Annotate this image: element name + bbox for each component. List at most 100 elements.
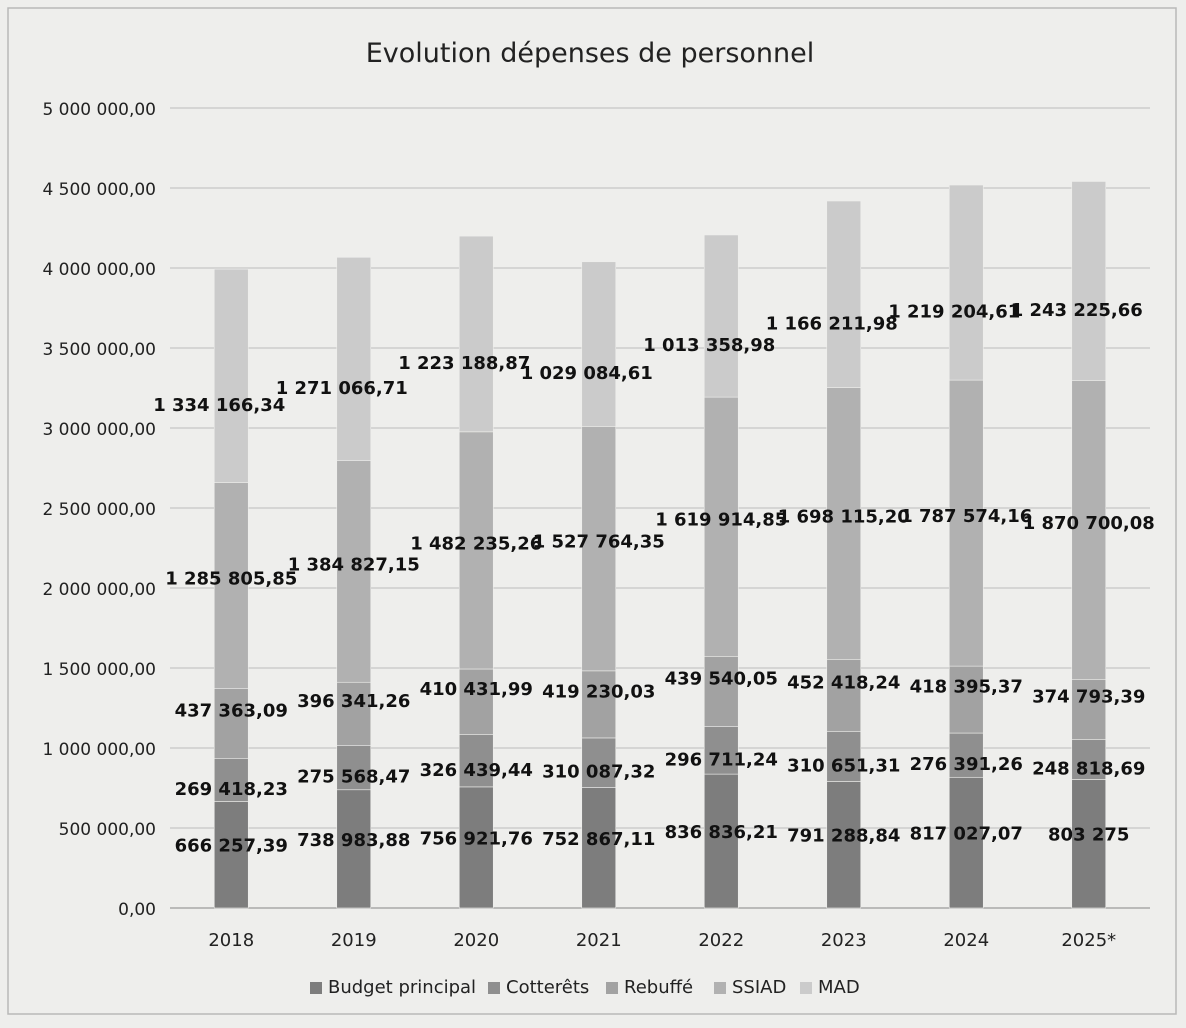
data-label: 296 711,24	[665, 749, 778, 770]
data-label: 1 219 204,61	[888, 302, 1020, 323]
x-tick-label: 2024	[943, 930, 989, 951]
chart-border	[7, 7, 1177, 1015]
bar-segment	[336, 789, 372, 909]
data-label: 1 619 914,85	[655, 510, 787, 531]
bar-segment	[581, 787, 617, 909]
bar-segment	[703, 656, 739, 727]
bar-segment	[581, 261, 617, 427]
bar-segment	[213, 688, 249, 759]
gridlines	[170, 107, 1150, 909]
data-label: 738 983,88	[297, 830, 410, 851]
legend-swatch	[606, 982, 618, 994]
data-label: 310 651,31	[787, 756, 900, 777]
data-label: 1 787 574,16	[900, 506, 1032, 527]
legend-swatch	[800, 982, 812, 994]
y-tick-label: 0,00	[118, 900, 156, 920]
y-tick-label: 1 000 000,00	[42, 740, 156, 760]
data-label: 419 230,03	[542, 681, 655, 702]
bar-segment	[948, 184, 984, 381]
data-label: 756 921,76	[420, 828, 533, 849]
data-label: 836 836,21	[665, 822, 778, 843]
data-label: 269 418,23	[175, 779, 288, 800]
bar-segment	[703, 726, 739, 775]
bar-segment	[458, 786, 494, 909]
bar-segment	[703, 773, 739, 909]
bar-segment	[1071, 779, 1107, 909]
bar-segment	[826, 659, 862, 732]
x-axis-ticks: 2018 2019 2020 2021 2022 2023 2024 2025*	[208, 930, 1116, 951]
data-label: 310 087,32	[542, 762, 655, 783]
bar-segment	[213, 268, 249, 483]
x-tick-label: 2025*	[1061, 930, 1116, 951]
legend-swatch	[714, 982, 726, 994]
data-label: 248 818,69	[1032, 759, 1145, 780]
data-labels: 666 257,39 269 418,23 437 363,09 1 285 805,…	[153, 300, 1155, 857]
chart-title: Evolution dépenses de personnel	[366, 38, 815, 69]
legend-label: Cotterêts	[506, 977, 589, 998]
data-label: 1 698 115,20	[778, 506, 910, 527]
data-label: 1 285 805,85	[165, 568, 297, 589]
bar-segment	[703, 234, 739, 398]
bar-segment	[948, 379, 984, 667]
data-label: 1 013 358,98	[643, 335, 775, 356]
y-tick-label: 1 500 000,00	[42, 660, 156, 680]
legend-label: Rebuffé	[624, 977, 693, 998]
bar-segment	[703, 396, 739, 657]
data-label: 326 439,44	[420, 760, 533, 781]
bar-segment	[948, 665, 984, 734]
data-label: 1 384 827,15	[288, 554, 420, 575]
data-label: 803 275	[1048, 825, 1129, 846]
y-tick-label: 500 000,00	[59, 820, 156, 840]
data-label: 1 271 066,71	[276, 378, 408, 399]
y-tick-label: 2 500 000,00	[42, 500, 156, 520]
data-label: 374 793,39	[1032, 687, 1145, 708]
data-label: 396 341,26	[297, 691, 410, 712]
bar-segment	[336, 460, 372, 683]
bar-segment	[458, 668, 494, 735]
data-label: 275 568,47	[297, 767, 410, 788]
bar-segment	[1071, 679, 1107, 740]
data-label: 817 027,07	[910, 824, 1023, 845]
bar-segment	[213, 801, 249, 909]
data-label: 791 288,84	[787, 826, 900, 847]
bar-segment	[1071, 181, 1107, 381]
data-label: 1 029 084,61	[521, 363, 653, 384]
bar-segment	[581, 670, 617, 739]
bar-segment	[458, 734, 494, 788]
data-label: 439 540,05	[665, 668, 778, 689]
legend-label: SSIAD	[732, 977, 786, 998]
y-axis-ticks: 0,00 500 000,00 1 000 000,00 1 500 000,00 2 …	[42, 100, 156, 920]
y-tick-label: 4 000 000,00	[42, 260, 156, 280]
bar-segment	[336, 745, 372, 791]
x-tick-label: 2022	[698, 930, 744, 951]
data-label: 1 166 211,98	[766, 313, 898, 334]
bar-segment	[1071, 739, 1107, 780]
y-tick-label: 2 000 000,00	[42, 580, 156, 600]
bar-segment	[826, 200, 862, 388]
bar-segment	[826, 387, 862, 660]
x-tick-label: 2020	[453, 930, 499, 951]
bar-segment	[948, 776, 984, 909]
data-label: 276 391,26	[910, 754, 1023, 775]
bar-segment	[213, 757, 249, 802]
data-label: 666 257,39	[175, 836, 288, 857]
data-label: 452 418,24	[787, 672, 900, 693]
x-tick-label: 2018	[208, 930, 254, 951]
y-tick-label: 3 000 000,00	[42, 420, 156, 440]
bars	[213, 181, 1107, 909]
bar-segment	[336, 257, 372, 461]
x-tick-label: 2021	[576, 930, 622, 951]
data-label: 418 395,37	[910, 677, 1023, 698]
y-tick-label: 3 500 000,00	[42, 340, 156, 360]
bar-segment	[581, 426, 617, 672]
legend-label: Budget principal	[328, 977, 476, 998]
data-label: 1 223 188,87	[398, 353, 530, 374]
data-label: 410 431,99	[420, 679, 533, 700]
data-label: 752 867,11	[542, 829, 655, 850]
y-tick-label: 4 500 000,00	[42, 180, 156, 200]
bar-segment	[826, 781, 862, 909]
data-label: 1 527 764,35	[533, 532, 665, 553]
x-tick-label: 2019	[331, 930, 377, 951]
